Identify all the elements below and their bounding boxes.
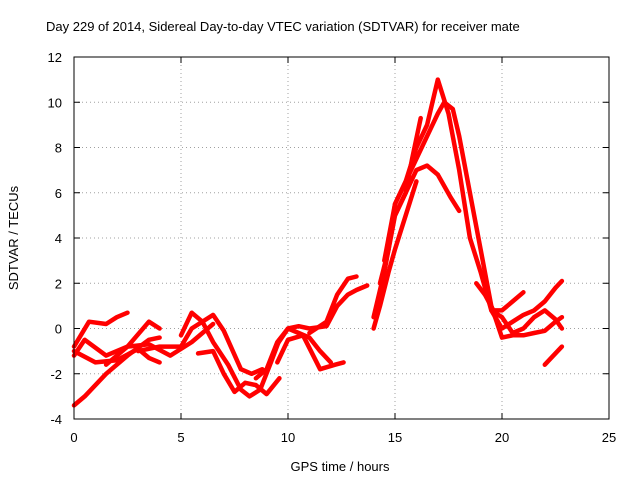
- y-tick-label: 4: [55, 231, 62, 246]
- x-tick-label: 15: [388, 430, 402, 445]
- x-tick-label: 10: [281, 430, 295, 445]
- series-trace-18: [474, 281, 526, 313]
- y-tick-label: -2: [50, 367, 62, 382]
- y-tick-label: 12: [48, 50, 62, 65]
- series-trace-10: [275, 333, 346, 372]
- series-trace-6: [135, 312, 265, 377]
- series-trace-20: [542, 344, 565, 367]
- y-axis-label: SDTVAR / TECUs: [6, 185, 21, 290]
- series-trace-8: [195, 348, 282, 397]
- y-tick-label: 8: [55, 141, 62, 156]
- axis-ticks: [73, 56, 610, 420]
- series-trace-2: [71, 319, 162, 358]
- series-group: [71, 77, 565, 408]
- y-tick-label: 2: [55, 276, 62, 291]
- series-trace-9: [253, 326, 334, 381]
- series-trace-13: [371, 179, 419, 331]
- x-tick-label: 20: [495, 430, 509, 445]
- series-trace-4: [71, 335, 162, 408]
- series-trace-17: [392, 115, 423, 218]
- y-tick-label: -4: [50, 412, 62, 427]
- x-tick-label: 5: [177, 430, 184, 445]
- x-tick-label: 0: [70, 430, 77, 445]
- y-tick-labels: -4 -2 0 2 4 6 8 10 12: [48, 50, 62, 427]
- y-tick-label: 0: [55, 322, 62, 337]
- x-tick-label: 25: [602, 430, 616, 445]
- series-trace-7: [178, 310, 282, 399]
- series-trace-1: [71, 310, 130, 349]
- series-trace-12: [307, 274, 359, 336]
- series-trace-19: [489, 308, 565, 336]
- y-tick-label: 10: [48, 95, 62, 110]
- grid: [74, 57, 609, 419]
- series-trace-11: [275, 283, 370, 347]
- series-trace-5: [103, 321, 216, 367]
- y-tick-label: 6: [55, 186, 62, 201]
- series-trace-15: [377, 100, 565, 340]
- chart-title: Day 229 of 2014, Sidereal Day-to-day VTE…: [46, 19, 520, 34]
- x-tick-labels: 0 5 10 15 20 25: [70, 430, 616, 445]
- x-axis-label: GPS time / hours: [291, 459, 390, 474]
